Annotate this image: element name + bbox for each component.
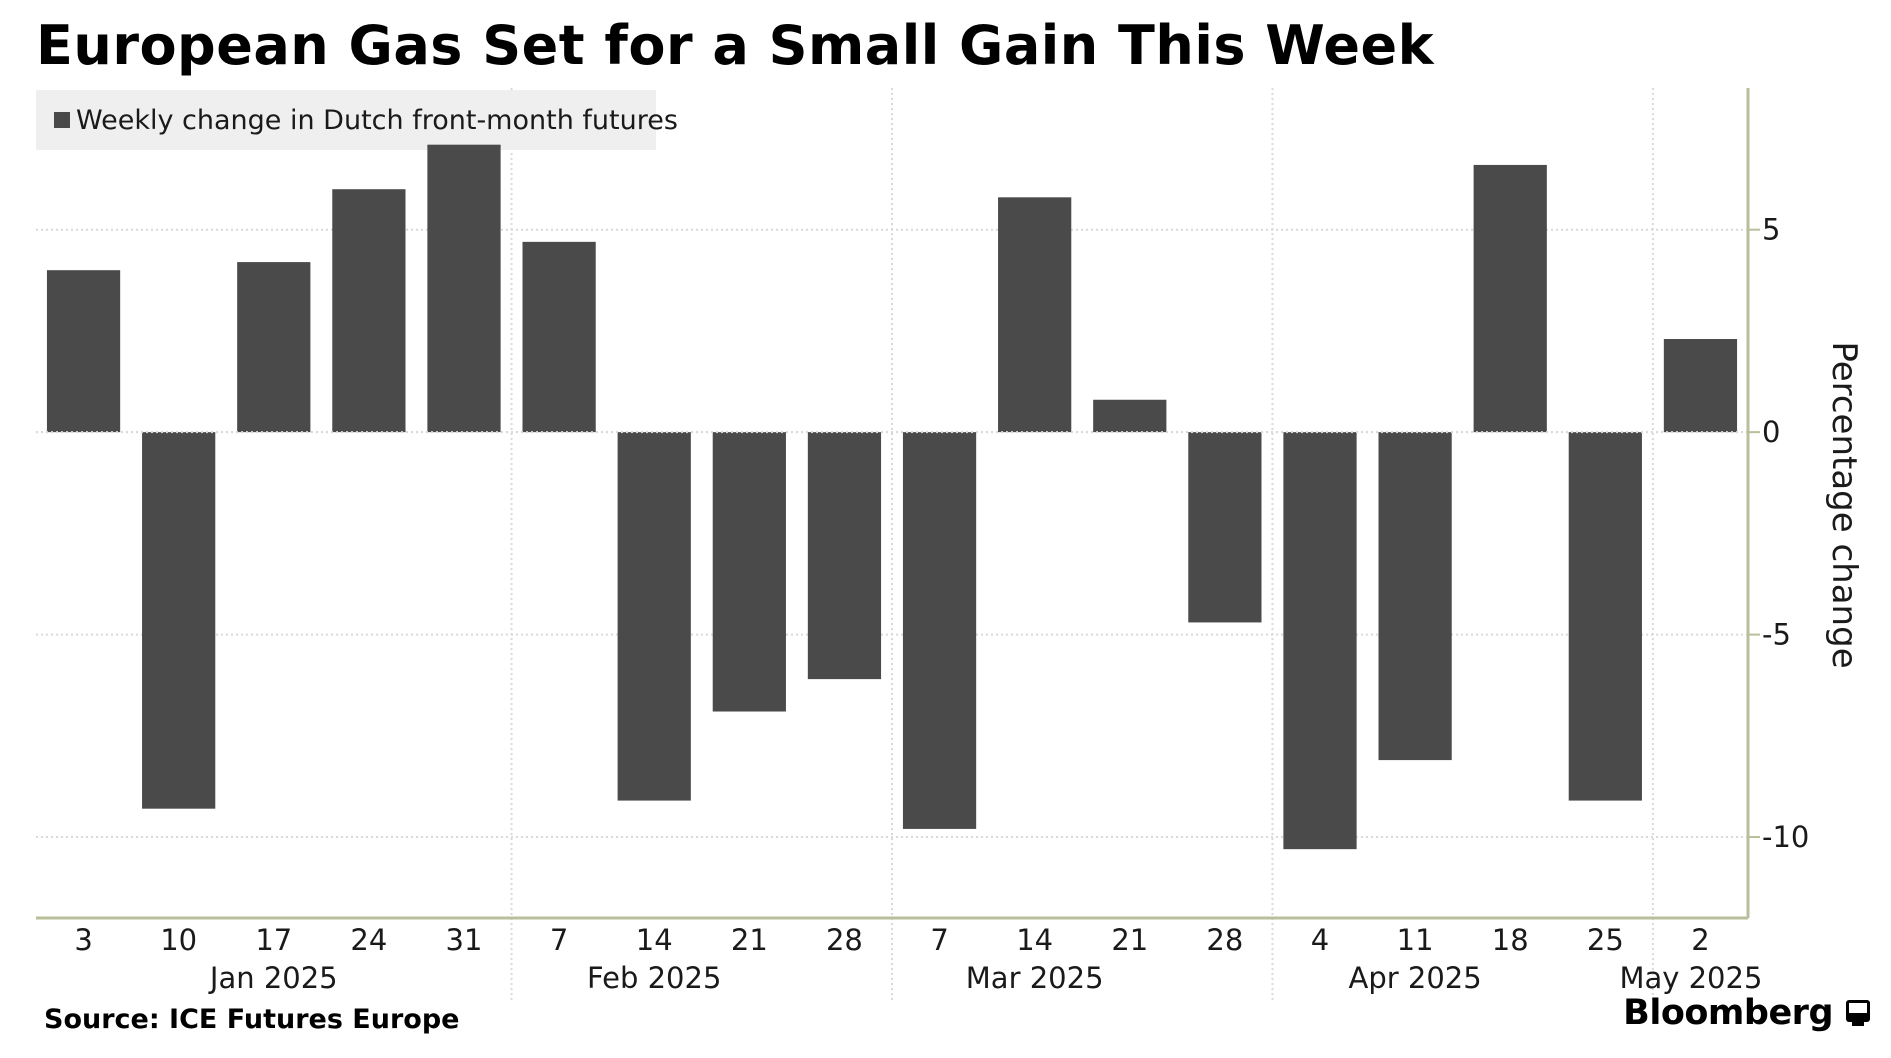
x-tick-label: 11	[1397, 923, 1434, 957]
x-tick-label: 10	[160, 923, 197, 957]
x-month-label: Feb 2025	[587, 961, 721, 995]
x-month-label: Mar 2025	[966, 961, 1104, 995]
bar	[1188, 432, 1262, 623]
bar	[1663, 339, 1738, 433]
x-tick-label: 7	[550, 923, 568, 957]
brand-name: Bloomberg	[1623, 993, 1833, 1033]
bar	[902, 432, 977, 829]
bar	[1473, 164, 1547, 433]
bar	[522, 241, 596, 433]
bar	[1568, 432, 1642, 801]
x-tick-label: 25	[1587, 923, 1624, 957]
bar	[237, 262, 311, 433]
bar	[1378, 432, 1452, 761]
brand-logo: Bloomberg	[1623, 993, 1873, 1033]
x-tick-label: 28	[1206, 923, 1243, 957]
bar	[998, 197, 1072, 433]
x-tick-label: 14	[636, 923, 673, 957]
x-tick-label: 24	[350, 923, 387, 957]
bar	[142, 432, 216, 809]
chart-title: European Gas Set for a Small Gain This W…	[36, 14, 1435, 77]
x-tick-label: 28	[826, 923, 863, 957]
x-tick-label: 17	[255, 923, 292, 957]
x-tick-label: 18	[1492, 923, 1529, 957]
y-tick-label: -5	[1762, 618, 1791, 652]
x-month-label: May 2025	[1619, 961, 1762, 995]
x-tick-label: 21	[1111, 923, 1148, 957]
x-tick-label: 4	[1311, 923, 1329, 957]
bar	[617, 432, 691, 801]
legend-label: Weekly change in Dutch front-month futur…	[76, 105, 678, 136]
bar	[427, 144, 501, 433]
x-tick-label: 21	[731, 923, 768, 957]
bar	[46, 270, 121, 433]
x-tick-label: 31	[446, 923, 483, 957]
legend-swatch	[54, 112, 70, 128]
x-tick-label: 3	[74, 923, 92, 957]
x-month-label: Apr 2025	[1349, 961, 1482, 995]
terminal-icon	[1846, 1000, 1870, 1026]
y-tick-label: -10	[1762, 820, 1809, 854]
x-tick-label: 2	[1691, 923, 1709, 957]
legend-box	[36, 90, 656, 150]
bar	[807, 432, 882, 680]
bar	[332, 189, 406, 433]
bar	[1093, 399, 1167, 433]
y-tick-label: 0	[1762, 415, 1780, 449]
x-tick-label: 14	[1016, 923, 1053, 957]
y-axis-title: Percentage change	[1824, 341, 1864, 668]
bar	[1283, 432, 1357, 850]
source-note: Source: ICE Futures Europe	[44, 1004, 460, 1035]
y-tick-label: 5	[1762, 213, 1780, 247]
x-tick-label: 7	[930, 923, 948, 957]
bar-chart: Weekly change in Dutch front-month futur…	[36, 88, 1864, 1000]
bar	[712, 432, 786, 712]
x-month-label: Jan 2025	[208, 961, 338, 995]
